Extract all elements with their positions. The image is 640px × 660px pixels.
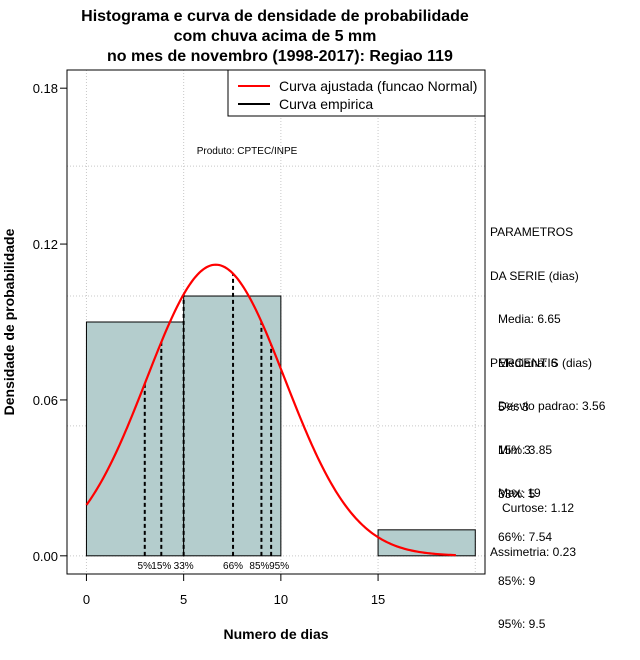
- percentiles-title: PERCENTIS (dias): [490, 356, 593, 370]
- params-title-1: PARAMETROS: [490, 225, 574, 239]
- product-annotation: Produto: CPTEC/INPE: [197, 146, 298, 157]
- legend-box: [227, 69, 486, 117]
- percentile-label-0: 5%: [138, 561, 153, 572]
- param-desvio: Desvio padrao: 3.56: [498, 399, 606, 413]
- y-axis-title: Densidade de probabilidade: [1, 228, 17, 415]
- parameters-panel: PARAMETROS DA SERIE (dias) Media: 6.65 M…: [490, 196, 605, 515]
- param-max: Max: 19: [498, 486, 541, 500]
- stat-assimetria: Assimetria: 0.23: [490, 544, 577, 559]
- percentiles-panel: PERCENTIS (dias) 5%: 3 15%: 3.85 33%: 5 …: [490, 327, 592, 646]
- percentile-label-1: 15%: [151, 561, 171, 572]
- chart-title-line-1: Histograma e curva de densidade de proba…: [81, 8, 469, 25]
- y-tick-label-1: 0.06: [33, 393, 58, 408]
- param-media: Media: 6.65: [498, 312, 561, 326]
- percentile-66: 66%: 7.54: [498, 530, 553, 544]
- percentile-33: 33%: 5: [498, 486, 536, 501]
- percentile-label-2: 33%: [174, 561, 194, 572]
- percentile-label-4: 85%: [249, 561, 269, 572]
- x-tick-label-3: 15: [371, 592, 385, 607]
- percentile-label-3: 66%: [223, 561, 243, 572]
- normal-curve-line: [85, 263, 456, 557]
- legend-label-normal: Curva ajustada (funcao Normal): [279, 78, 477, 94]
- y-tick-label-0: 0.00: [33, 549, 58, 564]
- percentile-lines: 5% 15% 33% 66% 85% 95%: [138, 273, 289, 572]
- density-curve: [85, 263, 456, 557]
- param-min: Min: 3: [498, 442, 531, 457]
- param-mediana: Mediana: 6: [498, 355, 558, 370]
- stat-curtose: Curtose: 1.12: [502, 501, 575, 515]
- x-axis: 0 5 10 15: [83, 573, 385, 607]
- percentile-15: 15%: 3.85: [498, 443, 553, 457]
- histogram-bar-3: [377, 529, 476, 557]
- percentile-85: 85%: 9: [498, 573, 536, 588]
- percentile-95: 95%: 9.5: [498, 617, 546, 631]
- y-tick-label-3: 0.18: [33, 81, 58, 96]
- chart-title-line-2: com chuva acima de 5 mm: [174, 28, 377, 45]
- chart-title-line-3: no mes de novembro (1998-2017): Regiao 1…: [107, 48, 453, 65]
- percentile-5: 5%: 3: [498, 399, 529, 414]
- x-tick-label-0: 0: [83, 592, 90, 607]
- x-tick-label-2: 10: [274, 592, 288, 607]
- params-title-2: DA SERIE (dias): [490, 268, 579, 283]
- legend-label-empirical: Curva empirica: [279, 96, 373, 112]
- y-axis: 0.00 0.06 0.12 0.18: [33, 81, 68, 564]
- shape-stats-panel: Curtose: 1.12 Assimetria: 0.23: [490, 472, 576, 574]
- legend: Curva ajustada (funcao Normal) Curva emp…: [227, 69, 486, 117]
- histogram-bar-0: [85, 321, 185, 557]
- y-tick-label-2: 0.12: [33, 237, 58, 252]
- x-axis-title: Numero de dias: [223, 626, 328, 642]
- percentile-label-5: 95%: [269, 561, 289, 572]
- x-tick-label-1: 5: [180, 592, 187, 607]
